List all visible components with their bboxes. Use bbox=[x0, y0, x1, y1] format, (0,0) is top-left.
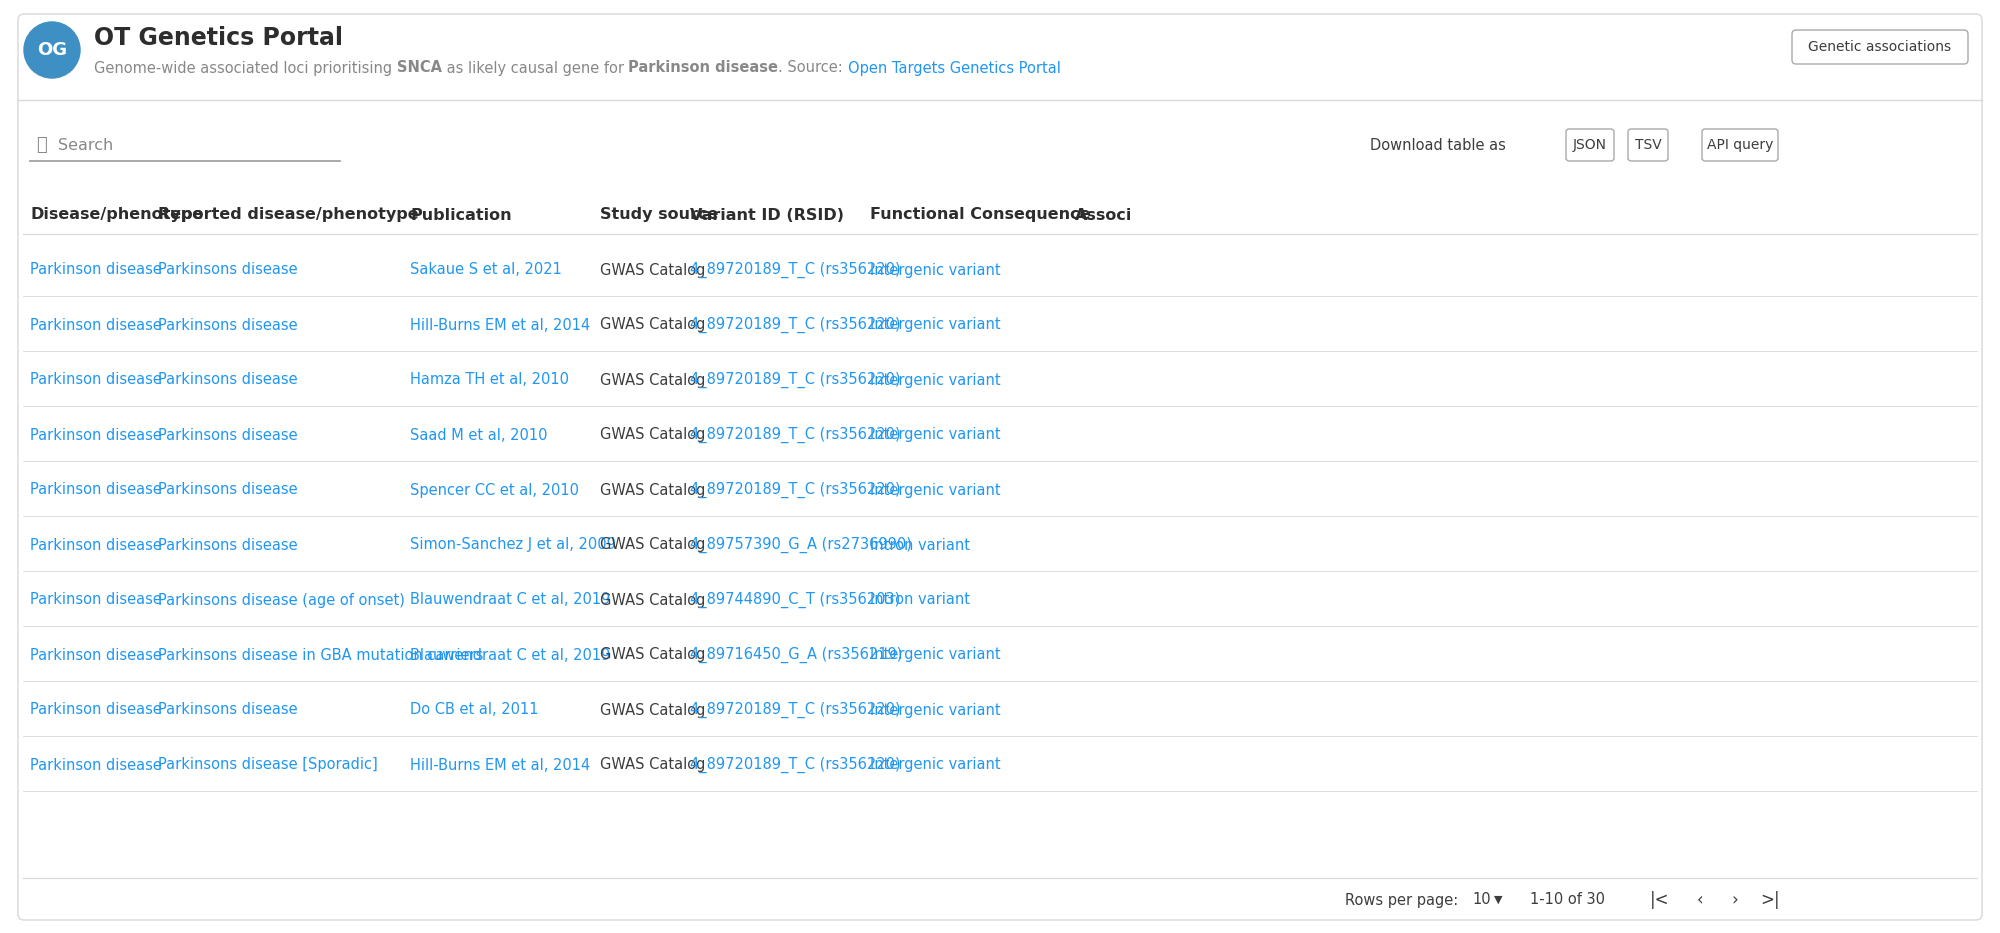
Text: TSV: TSV bbox=[1634, 138, 1662, 152]
Text: Parkinsons disease: Parkinsons disease bbox=[158, 372, 298, 387]
Text: JSON: JSON bbox=[1572, 138, 1608, 152]
Text: Parkinsons disease: Parkinsons disease bbox=[158, 482, 298, 497]
Text: 10: 10 bbox=[1472, 893, 1490, 908]
Text: Sakaue S et al, 2021: Sakaue S et al, 2021 bbox=[410, 262, 562, 277]
Text: ‹: ‹ bbox=[1696, 891, 1704, 909]
Text: Do CB et al, 2011: Do CB et al, 2011 bbox=[410, 703, 538, 717]
Text: Parkinson disease: Parkinson disease bbox=[30, 317, 162, 332]
Text: |<: |< bbox=[1650, 891, 1670, 909]
Text: API query: API query bbox=[1706, 138, 1774, 152]
Text: ›: › bbox=[1732, 891, 1738, 909]
Text: 4_89716450_G_A (rs356219): 4_89716450_G_A (rs356219) bbox=[690, 647, 902, 663]
Text: GWAS Catalog: GWAS Catalog bbox=[600, 372, 706, 387]
FancyBboxPatch shape bbox=[1702, 129, 1778, 161]
Text: Parkinsons disease (age of onset): Parkinsons disease (age of onset) bbox=[158, 592, 404, 607]
Text: GWAS Catalog: GWAS Catalog bbox=[600, 427, 706, 442]
Text: 4_89744890_C_T (rs356203): 4_89744890_C_T (rs356203) bbox=[690, 592, 900, 608]
Text: ▼: ▼ bbox=[1494, 895, 1502, 905]
Text: Parkinson disease: Parkinson disease bbox=[628, 61, 778, 76]
Text: >|: >| bbox=[1760, 891, 1780, 909]
Text: ⌕: ⌕ bbox=[36, 136, 46, 154]
Text: Parkinson disease: Parkinson disease bbox=[30, 703, 162, 717]
Text: 4_89720189_T_C (rs356220): 4_89720189_T_C (rs356220) bbox=[690, 702, 900, 718]
Text: GWAS Catalog: GWAS Catalog bbox=[600, 537, 706, 552]
Text: Blauwendraat C et al, 2019: Blauwendraat C et al, 2019 bbox=[410, 592, 610, 607]
Text: Variant ID (RSID): Variant ID (RSID) bbox=[690, 207, 844, 222]
Text: Intergenic variant: Intergenic variant bbox=[870, 262, 1000, 277]
FancyBboxPatch shape bbox=[1566, 129, 1614, 161]
Text: Associ: Associ bbox=[1076, 207, 1132, 222]
Text: Genome-wide associated loci prioritising: Genome-wide associated loci prioritising bbox=[94, 61, 396, 76]
Circle shape bbox=[24, 22, 80, 78]
Text: Parkinson disease: Parkinson disease bbox=[30, 427, 162, 442]
Text: GWAS Catalog: GWAS Catalog bbox=[600, 592, 706, 607]
Text: Intergenic variant: Intergenic variant bbox=[870, 758, 1000, 773]
Text: Parkinson disease: Parkinson disease bbox=[30, 592, 162, 607]
Text: 4_89720189_T_C (rs356220): 4_89720189_T_C (rs356220) bbox=[690, 317, 900, 333]
Text: Hamza TH et al, 2010: Hamza TH et al, 2010 bbox=[410, 372, 570, 387]
Text: Study source: Study source bbox=[600, 207, 718, 222]
Text: OG: OG bbox=[36, 41, 68, 59]
Text: Parkinson disease: Parkinson disease bbox=[30, 372, 162, 387]
Text: Open Targets Genetics Portal: Open Targets Genetics Portal bbox=[848, 61, 1060, 76]
Text: 4_89720189_T_C (rs356220): 4_89720189_T_C (rs356220) bbox=[690, 427, 900, 443]
Text: GWAS Catalog: GWAS Catalog bbox=[600, 648, 706, 662]
Text: Parkinson disease: Parkinson disease bbox=[30, 648, 162, 662]
Text: 1-10 of 30: 1-10 of 30 bbox=[1530, 893, 1604, 908]
Text: GWAS Catalog: GWAS Catalog bbox=[600, 482, 706, 497]
Text: Parkinson disease: Parkinson disease bbox=[30, 482, 162, 497]
Text: Parkinsons disease: Parkinsons disease bbox=[158, 317, 298, 332]
Text: GWAS Catalog: GWAS Catalog bbox=[600, 262, 706, 277]
Text: Download table as: Download table as bbox=[1370, 137, 1506, 152]
Text: Intergenic variant: Intergenic variant bbox=[870, 317, 1000, 332]
Text: 4_89720189_T_C (rs356220): 4_89720189_T_C (rs356220) bbox=[690, 262, 900, 278]
Text: Intergenic variant: Intergenic variant bbox=[870, 427, 1000, 442]
Text: Parkinson disease: Parkinson disease bbox=[30, 758, 162, 773]
Text: Rows per page:: Rows per page: bbox=[1344, 893, 1458, 908]
Text: 4_89757390_G_A (rs2736990): 4_89757390_G_A (rs2736990) bbox=[690, 536, 912, 553]
Text: Intron variant: Intron variant bbox=[870, 592, 970, 607]
Text: Disease/phenotype: Disease/phenotype bbox=[30, 207, 204, 222]
Text: Publication: Publication bbox=[410, 207, 512, 222]
Text: 4_89720189_T_C (rs356220): 4_89720189_T_C (rs356220) bbox=[690, 757, 900, 773]
Text: Saad M et al, 2010: Saad M et al, 2010 bbox=[410, 427, 548, 442]
Text: Intergenic variant: Intergenic variant bbox=[870, 372, 1000, 387]
Text: Spencer CC et al, 2010: Spencer CC et al, 2010 bbox=[410, 482, 580, 497]
Text: 4_89720189_T_C (rs356220): 4_89720189_T_C (rs356220) bbox=[690, 372, 900, 388]
Text: Functional Consequence: Functional Consequence bbox=[870, 207, 1090, 222]
Text: Intergenic variant: Intergenic variant bbox=[870, 703, 1000, 717]
Text: Blauwendraat C et al, 2019: Blauwendraat C et al, 2019 bbox=[410, 648, 610, 662]
Text: Parkinsons disease in GBA mutation carriers: Parkinsons disease in GBA mutation carri… bbox=[158, 648, 484, 662]
Text: Parkinsons disease: Parkinsons disease bbox=[158, 262, 298, 277]
Text: as likely causal gene for: as likely causal gene for bbox=[442, 61, 628, 76]
Text: GWAS Catalog: GWAS Catalog bbox=[600, 758, 706, 773]
Text: OT Genetics Portal: OT Genetics Portal bbox=[94, 26, 344, 50]
Text: Genetic associations: Genetic associations bbox=[1808, 40, 1952, 54]
Text: GWAS Catalog: GWAS Catalog bbox=[600, 703, 706, 717]
FancyBboxPatch shape bbox=[18, 14, 1982, 920]
Text: Hill-Burns EM et al, 2014: Hill-Burns EM et al, 2014 bbox=[410, 317, 590, 332]
Text: Parkinson disease: Parkinson disease bbox=[30, 537, 162, 552]
Text: Simon-Sanchez J et al, 2009: Simon-Sanchez J et al, 2009 bbox=[410, 537, 616, 552]
Text: Search: Search bbox=[58, 137, 114, 152]
Text: SNCA: SNCA bbox=[396, 61, 442, 76]
Text: Intergenic variant: Intergenic variant bbox=[870, 648, 1000, 662]
Text: GWAS Catalog: GWAS Catalog bbox=[600, 317, 706, 332]
Text: Parkinsons disease: Parkinsons disease bbox=[158, 537, 298, 552]
Text: Parkinsons disease: Parkinsons disease bbox=[158, 427, 298, 442]
Text: Intron variant: Intron variant bbox=[870, 537, 970, 552]
Text: 4_89720189_T_C (rs356220): 4_89720189_T_C (rs356220) bbox=[690, 482, 900, 498]
Text: Hill-Burns EM et al, 2014: Hill-Burns EM et al, 2014 bbox=[410, 758, 590, 773]
Text: Parkinsons disease [Sporadic]: Parkinsons disease [Sporadic] bbox=[158, 758, 378, 773]
FancyBboxPatch shape bbox=[1628, 129, 1668, 161]
Text: Intergenic variant: Intergenic variant bbox=[870, 482, 1000, 497]
Text: Reported disease/phenotype: Reported disease/phenotype bbox=[158, 207, 418, 222]
Text: . Source:: . Source: bbox=[778, 61, 848, 76]
FancyBboxPatch shape bbox=[1792, 30, 1968, 64]
Text: Parkinsons disease: Parkinsons disease bbox=[158, 703, 298, 717]
Text: Parkinson disease: Parkinson disease bbox=[30, 262, 162, 277]
